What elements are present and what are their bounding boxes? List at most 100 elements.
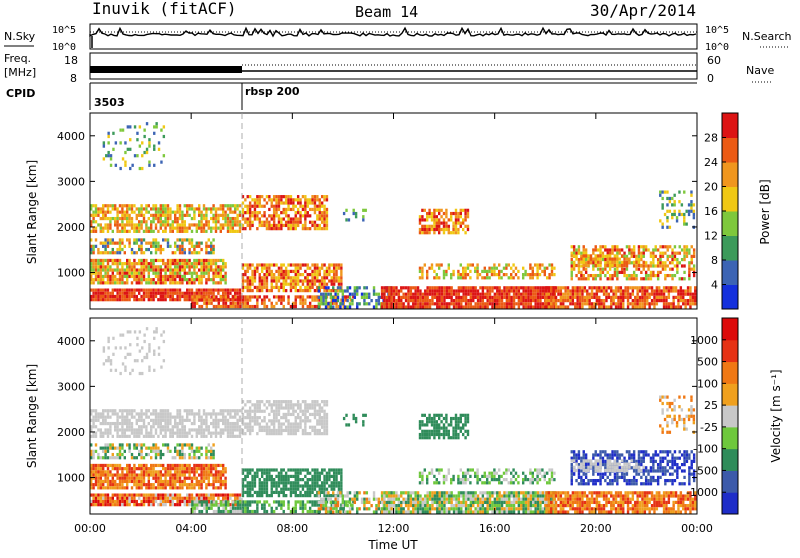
power-cell: [280, 221, 282, 224]
power-cell: [215, 220, 217, 223]
power-cell: [436, 293, 438, 296]
velocity-cell: [164, 483, 166, 486]
velocity-cell: [97, 453, 99, 456]
power-cell: [210, 245, 212, 248]
power-cell: [619, 252, 621, 255]
power-cell: [419, 302, 421, 305]
velocity-cell: [155, 412, 157, 415]
power-cell: [128, 214, 130, 217]
power-cell: [326, 195, 328, 198]
power-cell: [164, 223, 166, 226]
power-cell: [160, 275, 162, 278]
power-cell: [119, 217, 121, 220]
power-cell: [629, 293, 631, 296]
power-cell: [414, 299, 416, 302]
power-cell: [114, 295, 116, 298]
power-cell: [632, 289, 634, 292]
velocity-cell: [181, 422, 183, 425]
power-cell: [287, 195, 289, 198]
power-cell: [325, 293, 327, 296]
velocity-cell: [102, 480, 104, 483]
velocity-cell: [181, 456, 183, 459]
power-cell: [194, 305, 196, 308]
power-cell: [295, 295, 297, 298]
power-cell: [213, 305, 215, 308]
velocity-cell: [107, 493, 109, 496]
power-cell: [390, 293, 392, 296]
power-cell: [694, 299, 696, 302]
power-cell: [176, 272, 178, 275]
power-cell: [213, 299, 215, 302]
velocity-cell: [134, 359, 136, 362]
velocity-cell: [208, 456, 210, 459]
velocity-cell: [224, 470, 226, 473]
power-cell: [330, 293, 332, 296]
power-cell: [666, 226, 668, 229]
power-cell: [275, 211, 277, 214]
velocity-cell: [181, 428, 183, 431]
power-cell: [232, 305, 234, 308]
power-cell: [431, 296, 433, 299]
velocity-cell: [131, 470, 133, 473]
power-cell: [660, 296, 662, 299]
velocity-cell: [157, 477, 159, 480]
velocity-cell: [112, 503, 114, 506]
power-cell: [436, 222, 438, 225]
power-cell: [119, 211, 121, 214]
power-cell: [136, 223, 138, 226]
velocity-cell: [102, 412, 104, 415]
power-cell: [433, 276, 435, 279]
power-cell: [268, 195, 270, 198]
power-cell: [179, 245, 181, 248]
power-cell: [256, 270, 258, 273]
power-cell: [489, 293, 491, 296]
cpid-label: CPID: [6, 87, 35, 100]
velocity-cell: [205, 419, 207, 422]
power-cell: [121, 207, 123, 210]
power-cell: [112, 298, 114, 301]
power-cell: [292, 279, 294, 282]
power-cell: [476, 273, 478, 276]
power-cell: [194, 295, 196, 298]
power-cell: [102, 278, 104, 281]
power-cell: [229, 211, 231, 214]
power-cell: [297, 289, 299, 292]
power-cell: [174, 292, 176, 295]
velocity-cell: [124, 366, 126, 369]
power-cell: [198, 245, 200, 248]
velocity-cell: [169, 450, 171, 453]
power-cell: [104, 223, 106, 226]
velocity-cell: [212, 467, 214, 470]
power-cell: [114, 207, 116, 210]
power-cell: [573, 268, 575, 271]
power-cell: [157, 230, 159, 233]
power-cell: [162, 295, 164, 298]
power-cell: [583, 245, 585, 248]
power-cell: [133, 298, 135, 301]
power-cell: [421, 228, 423, 231]
power-cell: [474, 270, 476, 273]
velocity-cell: [102, 464, 104, 467]
power-cell: [140, 278, 142, 281]
power-cell: [462, 289, 464, 292]
power-cell: [615, 302, 617, 305]
power-cell: [644, 289, 646, 292]
power-cell: [349, 293, 351, 296]
power-cell: [244, 295, 246, 298]
power-cell: [462, 209, 464, 212]
power-cell: [326, 208, 328, 211]
velocity-cell: [155, 500, 157, 503]
velocity-cell: [138, 493, 140, 496]
power-cell: [164, 238, 166, 241]
power-cell: [518, 293, 520, 296]
power-cell: [304, 211, 306, 214]
power-cell: [330, 305, 332, 308]
power-cell: [673, 213, 675, 216]
velocity-cell: [176, 493, 178, 496]
power-cell: [172, 272, 174, 275]
power-cell: [244, 263, 246, 266]
power-cell: [496, 267, 498, 270]
velocity-cell: [109, 464, 111, 467]
power-cell: [604, 274, 606, 277]
power-cell: [677, 289, 679, 292]
